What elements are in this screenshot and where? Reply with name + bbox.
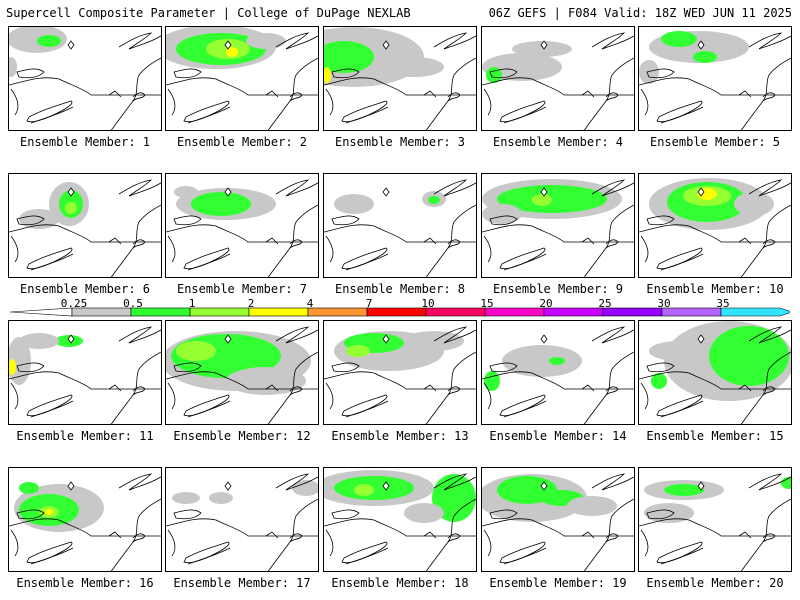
colorbar-segment	[484, 307, 545, 317]
map-svg	[166, 27, 318, 130]
ensemble-member-label: Ensemble Member: 9	[492, 282, 624, 296]
colorbar-segment	[425, 307, 486, 317]
valid-time: 06Z GEFS | F084 Valid: 18Z WED JUN 11 20…	[488, 6, 792, 20]
map-svg	[324, 326, 476, 424]
ensemble-map-panel	[481, 26, 635, 131]
colorbar-tick-label: 4	[306, 297, 314, 310]
ensemble-map-panel	[638, 26, 792, 131]
ensemble-member-label: Ensemble Member: 6	[19, 282, 151, 296]
colorbar-segment	[602, 307, 663, 317]
ensemble-member-label: Ensemble Member: 12	[173, 429, 311, 443]
chart-title: Supercell Composite Parameter | College …	[6, 6, 411, 20]
ensemble-map-panel	[481, 173, 635, 278]
colorbar-tick-label: 0.25	[60, 297, 88, 310]
colorbar-segment	[543, 307, 604, 317]
ensemble-map-panel	[323, 173, 477, 278]
map-svg	[639, 473, 791, 571]
ensemble-member-label: Ensemble Member: 10	[646, 282, 784, 296]
ensemble-member-label: Ensemble Member: 19	[489, 576, 627, 590]
ensemble-member-label: Ensemble Member: 14	[489, 429, 627, 443]
ensemble-member-label: Ensemble Member: 2	[176, 135, 308, 149]
colorbar-tick-label: 20	[539, 297, 553, 310]
map-svg	[639, 178, 791, 277]
colorbar-segment	[661, 307, 722, 317]
ensemble-map-panel	[481, 320, 635, 425]
ensemble-member-label: Ensemble Member: 11	[16, 429, 154, 443]
ensemble-member-label: Ensemble Member: 16	[16, 576, 154, 590]
ensemble-map-panel	[638, 467, 792, 572]
map-svg	[482, 473, 634, 571]
colorbar-tick-label: 15	[480, 297, 494, 310]
ensemble-map-panel	[165, 467, 319, 572]
ensemble-map-panel	[165, 173, 319, 278]
colorbar-segment	[248, 307, 309, 317]
ensemble-member-label: Ensemble Member: 15	[646, 429, 784, 443]
ensemble-map-panel	[638, 173, 792, 278]
ensemble-map-panel	[323, 320, 477, 425]
map-svg	[324, 179, 476, 277]
ensemble-map-panel	[8, 26, 162, 131]
ensemble-member-label: Ensemble Member: 7	[176, 282, 308, 296]
ensemble-member-label: Ensemble Member: 20	[646, 576, 784, 590]
colorbar-tick-label: 10	[421, 297, 435, 310]
ensemble-map-panel	[8, 467, 162, 572]
colorbar-tick-label: 35	[716, 297, 730, 310]
map-svg	[166, 326, 318, 424]
map-svg	[9, 179, 161, 277]
ensemble-map-panel	[8, 173, 162, 278]
colorbar-tick-label: 2	[247, 297, 255, 310]
map-svg	[482, 179, 634, 277]
map-svg	[639, 321, 791, 424]
map-svg	[639, 31, 791, 130]
colorbar-tick-label: 1	[188, 297, 196, 310]
ensemble-member-label: Ensemble Member: 13	[331, 429, 469, 443]
colorbar-tick-label: 7	[365, 297, 373, 310]
map-svg	[324, 470, 476, 571]
colorbar-tick-label: 25	[598, 297, 612, 310]
colorbar-segment	[307, 307, 368, 317]
ensemble-map-panel	[8, 320, 162, 425]
ensemble-member-label: Ensemble Member: 17	[173, 576, 311, 590]
colorbar-segment	[720, 307, 793, 317]
ensemble-member-label: Ensemble Member: 1	[19, 135, 151, 149]
ensemble-member-label: Ensemble Member: 18	[331, 576, 469, 590]
map-svg	[9, 326, 161, 424]
ensemble-member-label: Ensemble Member: 8	[334, 282, 466, 296]
map-svg	[9, 27, 161, 130]
ensemble-map-panel	[638, 320, 792, 425]
ensemble-member-label: Ensemble Member: 5	[649, 135, 781, 149]
colorbar-segment	[366, 307, 427, 317]
map-svg	[482, 326, 634, 424]
ensemble-map-panel	[323, 467, 477, 572]
map-svg	[166, 179, 318, 277]
map-svg	[166, 473, 318, 571]
ensemble-map-panel	[481, 467, 635, 572]
colorbar-segment	[189, 307, 250, 317]
colorbar-tick-label: 30	[657, 297, 671, 310]
map-svg	[482, 32, 634, 130]
ensemble-map-panel	[165, 26, 319, 131]
ensemble-member-label: Ensemble Member: 4	[492, 135, 624, 149]
color-scale-bar	[9, 296, 793, 320]
ensemble-member-label: Ensemble Member: 3	[334, 135, 466, 149]
ensemble-map-panel	[323, 26, 477, 131]
map-svg	[324, 27, 476, 130]
ensemble-map-panel	[165, 320, 319, 425]
colorbar-tick-label: 0.5	[123, 297, 143, 310]
map-svg	[9, 473, 161, 571]
